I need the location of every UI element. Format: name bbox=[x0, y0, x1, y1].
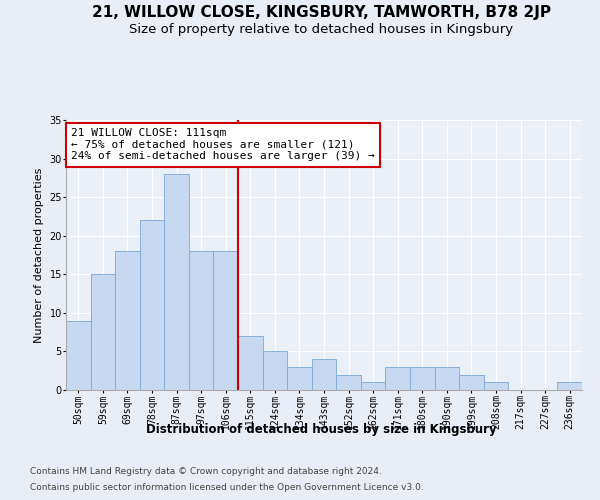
Bar bbox=[410, 367, 434, 390]
Bar bbox=[557, 382, 582, 390]
Bar bbox=[263, 352, 287, 390]
Text: Contains public sector information licensed under the Open Government Licence v3: Contains public sector information licen… bbox=[30, 482, 424, 492]
Bar bbox=[434, 367, 459, 390]
Bar bbox=[361, 382, 385, 390]
Bar bbox=[214, 251, 238, 390]
Bar bbox=[459, 374, 484, 390]
Bar bbox=[484, 382, 508, 390]
Text: Size of property relative to detached houses in Kingsbury: Size of property relative to detached ho… bbox=[129, 22, 513, 36]
Text: 21 WILLOW CLOSE: 111sqm
← 75% of detached houses are smaller (121)
24% of semi-d: 21 WILLOW CLOSE: 111sqm ← 75% of detache… bbox=[71, 128, 375, 162]
Bar bbox=[385, 367, 410, 390]
Bar bbox=[66, 320, 91, 390]
Text: Distribution of detached houses by size in Kingsbury: Distribution of detached houses by size … bbox=[146, 422, 496, 436]
Bar bbox=[287, 367, 312, 390]
Bar bbox=[312, 359, 336, 390]
Text: 21, WILLOW CLOSE, KINGSBURY, TAMWORTH, B78 2JP: 21, WILLOW CLOSE, KINGSBURY, TAMWORTH, B… bbox=[91, 5, 551, 20]
Bar bbox=[336, 374, 361, 390]
Bar bbox=[164, 174, 189, 390]
Y-axis label: Number of detached properties: Number of detached properties bbox=[34, 168, 44, 342]
Bar bbox=[115, 251, 140, 390]
Bar bbox=[238, 336, 263, 390]
Bar bbox=[140, 220, 164, 390]
Bar bbox=[189, 251, 214, 390]
Bar bbox=[91, 274, 115, 390]
Text: Contains HM Land Registry data © Crown copyright and database right 2024.: Contains HM Land Registry data © Crown c… bbox=[30, 468, 382, 476]
